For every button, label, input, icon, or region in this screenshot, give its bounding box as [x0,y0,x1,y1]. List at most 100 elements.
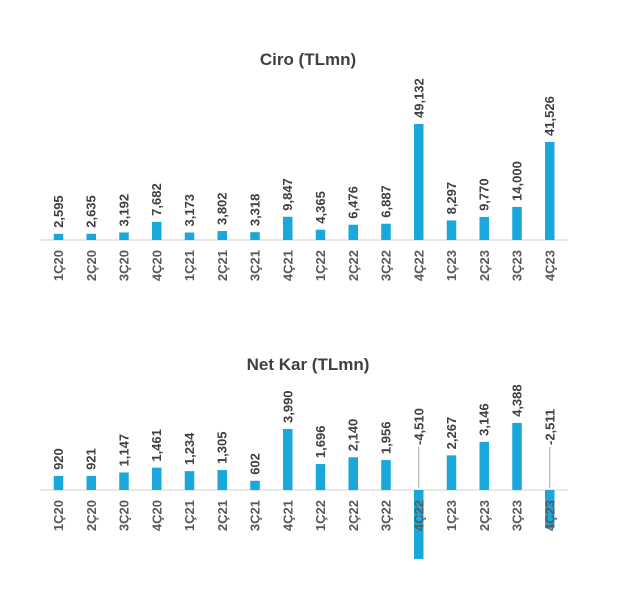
x-tick-label: 1Ç22 [313,250,328,281]
bar [152,221,162,240]
bar [283,429,293,490]
bar [184,471,195,490]
bar [53,233,64,240]
bar [283,216,293,240]
bar [184,232,195,240]
x-tick-label: 3Ç20 [117,500,132,531]
data-label: 921 [84,448,99,470]
bar [414,490,424,559]
data-label: 3,318 [248,194,263,227]
bar [479,216,489,240]
x-tick-label: 4Ç21 [280,500,295,531]
x-tick-label: 4Ç22 [411,250,426,281]
net-profit-chart: Net Kar (TLmn) 920 1Ç20 921 2Ç20 1,147 3Ç20 1,… [40,355,568,559]
data-label: 3,990 [280,390,295,423]
data-label: 7,682 [149,183,164,216]
data-label: -4,510 [411,408,426,445]
data-label: 1,234 [182,432,197,465]
bar [119,472,129,490]
chart-title: Ciro (TLmn) [260,50,356,69]
x-tick-label: 3Ç23 [510,500,525,531]
data-label: 9,770 [477,178,492,211]
data-label: 3,173 [182,194,197,227]
x-tick-label: 3Ç21 [248,250,263,281]
data-label: 4,388 [510,384,525,417]
data-label: 2,595 [51,195,66,228]
x-tick-label: 4Ç23 [542,250,557,281]
bar [512,422,522,490]
x-tick-label: 3Ç20 [117,250,132,281]
x-tick-label: 4Ç20 [149,250,164,281]
x-tick-label: 2Ç21 [215,250,230,281]
bar [348,457,358,490]
data-label: 6,887 [379,185,394,218]
x-tick-label: 2Ç22 [346,500,361,531]
data-label: 3,802 [215,192,230,225]
x-tick-label: 1Ç21 [182,500,197,531]
x-tick-label: 3Ç21 [248,500,263,531]
data-label: 1,696 [313,426,328,459]
bar [545,141,555,240]
data-label: 1,147 [117,434,132,467]
data-label: 49,132 [411,78,426,118]
x-tick-label: 2Ç23 [477,250,492,281]
x-tick-label: 1Ç20 [51,500,66,531]
bar [53,475,64,490]
x-tick-label: 4Ç22 [411,500,426,531]
x-tick-label: 2Ç20 [84,250,99,281]
bar [414,124,424,240]
data-label: 14,000 [510,161,525,201]
bar [86,475,96,490]
x-tick-label: 1Ç22 [313,500,328,531]
data-label: 1,461 [149,429,164,462]
x-tick-label: 2Ç22 [346,250,361,281]
data-label: 6,476 [346,186,361,219]
bar [315,229,326,240]
x-tick-label: 1Ç20 [51,250,66,281]
chart-title: Net Kar (TLmn) [247,355,370,374]
bar [446,455,457,490]
bar [250,232,260,240]
x-tick-label: 3Ç22 [379,250,394,281]
data-label: 1,305 [215,432,230,465]
bar [381,223,391,240]
bar [217,231,227,240]
x-tick-label: 1Ç21 [182,250,197,281]
data-label: 3,146 [477,403,492,436]
data-label: 920 [51,448,66,470]
bar [348,224,358,240]
x-tick-label: 4Ç20 [149,500,164,531]
x-tick-label: 4Ç21 [280,250,295,281]
bar [545,490,555,529]
bar [512,206,522,240]
data-label: 602 [248,453,263,475]
bar [315,464,326,490]
data-label: 3,192 [117,194,132,227]
bar [479,441,489,490]
data-label: -2,511 [542,409,557,445]
data-label: 1,956 [379,422,394,455]
bar [152,467,162,490]
revenue-chart: Ciro (TLmn) 2,595 1Ç20 2,635 2Ç20 3,192 3Ç20 7… [40,50,568,281]
data-label: 41,526 [542,96,557,136]
data-label: 2,635 [84,195,99,228]
bar [217,470,227,490]
x-tick-label: 1Ç23 [444,500,459,531]
x-tick-label: 3Ç23 [510,250,525,281]
data-label: 4,365 [313,191,328,224]
x-tick-label: 3Ç22 [379,500,394,531]
x-tick-label: 2Ç21 [215,500,230,531]
data-label: 8,297 [444,182,459,215]
bar [250,480,260,490]
bar [446,220,457,240]
x-tick-label: 2Ç23 [477,500,492,531]
bar [119,232,129,240]
data-label: 2,267 [444,417,459,450]
data-label: 2,140 [346,419,361,452]
x-tick-label: 4Ç23 [542,500,557,531]
bar [86,233,96,240]
data-label: 9,847 [280,178,295,211]
bar [381,460,391,490]
x-tick-label: 1Ç23 [444,250,459,281]
